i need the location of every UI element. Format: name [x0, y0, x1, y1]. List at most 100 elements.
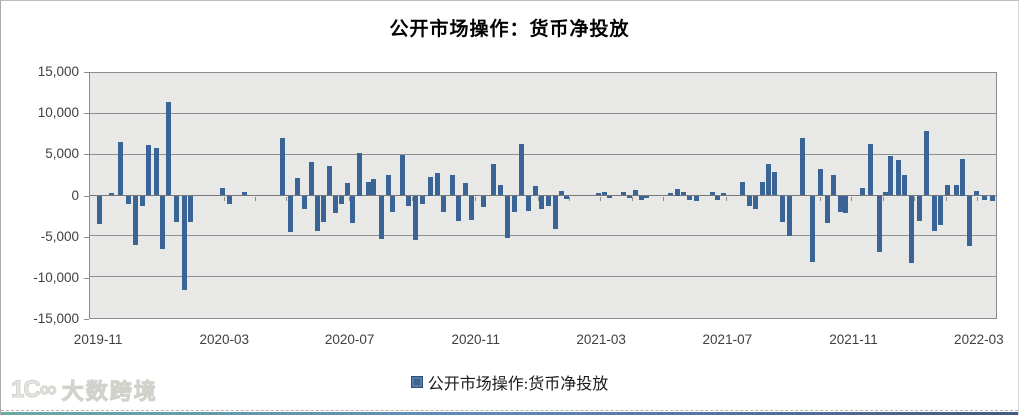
bar [973, 191, 979, 196]
watermark: 1C∞ 大数跨境 [11, 374, 158, 406]
x-tick-label: 2020-11 [451, 332, 501, 347]
gridline [90, 276, 996, 278]
bar [302, 195, 308, 210]
bar [344, 182, 350, 196]
y-tick-label: -10,000 [33, 269, 79, 285]
bar [753, 195, 759, 209]
y-tick-label: 10,000 [37, 105, 79, 121]
bar [118, 142, 124, 196]
bar [632, 189, 638, 196]
x-tick-label: 2021-03 [576, 332, 626, 347]
bar [766, 164, 772, 196]
bar [981, 195, 987, 200]
legend: 公开市场操作:货币净投放 [1, 370, 1018, 394]
zero-axis-line [90, 194, 996, 196]
bar [901, 175, 907, 196]
bar [809, 195, 815, 262]
y-axis-tick [84, 319, 89, 320]
bar [831, 175, 837, 196]
bar [400, 154, 406, 196]
bar [146, 144, 152, 196]
bar [242, 191, 248, 196]
bar [428, 177, 434, 196]
bar [321, 195, 327, 223]
x-tick-label: 2020-03 [199, 332, 250, 347]
bar [668, 192, 674, 196]
bar [817, 169, 823, 196]
bar [365, 181, 371, 196]
bar [159, 195, 165, 249]
bar [558, 191, 564, 196]
x-axis-month-tick [255, 196, 257, 201]
bar [938, 195, 944, 225]
y-tick-label: 5,000 [45, 146, 79, 162]
y-axis-tick [84, 236, 89, 238]
bar [945, 184, 951, 196]
bar [314, 195, 320, 232]
chart-title: 公开市场操作：货币净投放 [389, 19, 630, 40]
bar [109, 193, 115, 196]
bar [621, 192, 627, 196]
y-tick-label: 15,000 [37, 64, 79, 79]
bar [153, 148, 159, 196]
bar [739, 182, 745, 196]
plot-area [89, 72, 997, 319]
bar [435, 173, 441, 196]
bar [406, 195, 412, 207]
bar [953, 185, 959, 196]
bar [715, 195, 721, 200]
bar [480, 195, 486, 208]
watermark-brand-text: 大数跨境 [61, 379, 158, 405]
bar [680, 192, 686, 196]
bar [538, 195, 544, 210]
bar [720, 193, 726, 196]
x-axis-month-tick [631, 196, 633, 201]
bar [860, 188, 866, 196]
y-axis-tick [84, 195, 89, 197]
x-axis-month-tick [914, 196, 916, 201]
bar [967, 195, 973, 247]
x-axis-month-tick [977, 196, 979, 201]
legend-series-label: 公开市场操作:货币净投放 [427, 376, 609, 393]
gridline [90, 112, 996, 114]
x-tick-label: 2020-07 [324, 332, 375, 347]
bar [989, 195, 995, 202]
bar [643, 195, 649, 199]
bar [639, 195, 645, 200]
bar [166, 102, 172, 196]
bar [882, 192, 888, 196]
bar [799, 137, 805, 196]
x-axis-month-tick [411, 196, 413, 201]
page-break-dashed-line [1, 410, 1018, 411]
bar [371, 178, 377, 196]
bar [449, 174, 455, 196]
bar [326, 166, 332, 196]
bar [512, 195, 518, 213]
bar [294, 178, 300, 196]
bar [602, 192, 608, 196]
y-axis-tick [84, 113, 89, 115]
bar [843, 195, 849, 214]
bar [490, 164, 496, 196]
bar [564, 195, 570, 199]
bar [867, 144, 873, 196]
x-axis-month-tick [663, 196, 665, 201]
bar [709, 191, 715, 196]
bar [895, 159, 901, 196]
bar [545, 195, 551, 207]
y-tick-label: -15,000 [33, 311, 79, 326]
bar [468, 195, 474, 220]
bar [824, 195, 830, 223]
bar [339, 195, 345, 204]
bar [837, 195, 843, 212]
bar [876, 195, 882, 252]
bar [440, 195, 446, 213]
bar [412, 195, 418, 241]
bar [626, 195, 632, 199]
bar [227, 195, 233, 204]
bar [280, 138, 286, 196]
bar [931, 195, 937, 232]
bar [526, 195, 531, 212]
x-axis-month-tick [568, 196, 570, 201]
x-axis-month-tick [851, 196, 853, 201]
